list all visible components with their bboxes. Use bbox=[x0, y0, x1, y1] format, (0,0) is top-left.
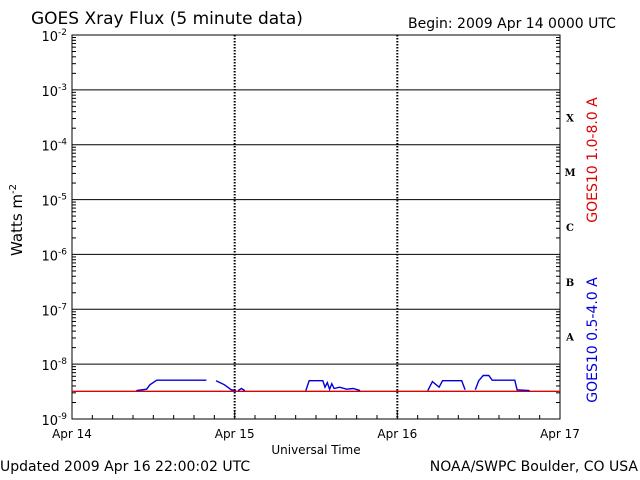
y-tick-label: 10-2 bbox=[41, 28, 67, 45]
y-tick-label: 10-9 bbox=[41, 412, 67, 429]
series-short-line bbox=[215, 380, 236, 392]
flare-class-label: A bbox=[565, 333, 574, 344]
plot-frame bbox=[71, 34, 561, 420]
flare-class-label: C bbox=[566, 223, 574, 234]
series-short-line bbox=[237, 387, 246, 392]
legend-entry: GOES10 0.5-4.0 A bbox=[585, 277, 601, 403]
flare-class-label: M bbox=[564, 168, 575, 179]
x-tick-label: Apr 14 bbox=[52, 427, 92, 441]
x-tick-label: Apr 16 bbox=[377, 427, 417, 441]
x-axis-label: Universal Time bbox=[271, 443, 360, 457]
y-tick-label: 10-4 bbox=[41, 138, 67, 155]
y-tick-label: 10-6 bbox=[41, 247, 67, 264]
chart-title: GOES Xray Flux (5 minute data) bbox=[31, 9, 303, 29]
x-tick-label: Apr 15 bbox=[215, 427, 255, 441]
begin-date: Begin: 2009 Apr 14 0000 UTC bbox=[408, 16, 616, 32]
series-short-line bbox=[136, 379, 207, 392]
y-tick-label: 10-8 bbox=[41, 357, 67, 374]
updated-timestamp: Updated 2009 Apr 16 22:00:02 UTC bbox=[0, 459, 251, 475]
y-tick-label: 10-7 bbox=[41, 302, 67, 319]
series-short-line bbox=[305, 380, 361, 392]
y-tick-label: 10-3 bbox=[41, 83, 67, 100]
x-tick-label: Apr 17 bbox=[540, 427, 580, 441]
flare-class-label: B bbox=[566, 278, 574, 289]
y-axis-label: Watts m-2 bbox=[8, 184, 26, 256]
legend-entry: GOES10 1.0-8.0 A bbox=[585, 97, 601, 223]
y-tick-label: 10-5 bbox=[41, 193, 67, 210]
series-short-line bbox=[427, 380, 466, 391]
series-short-line bbox=[474, 374, 530, 392]
flare-class-label: X bbox=[566, 113, 574, 124]
credit-text: NOAA/SWPC Boulder, CO USA bbox=[429, 459, 638, 475]
